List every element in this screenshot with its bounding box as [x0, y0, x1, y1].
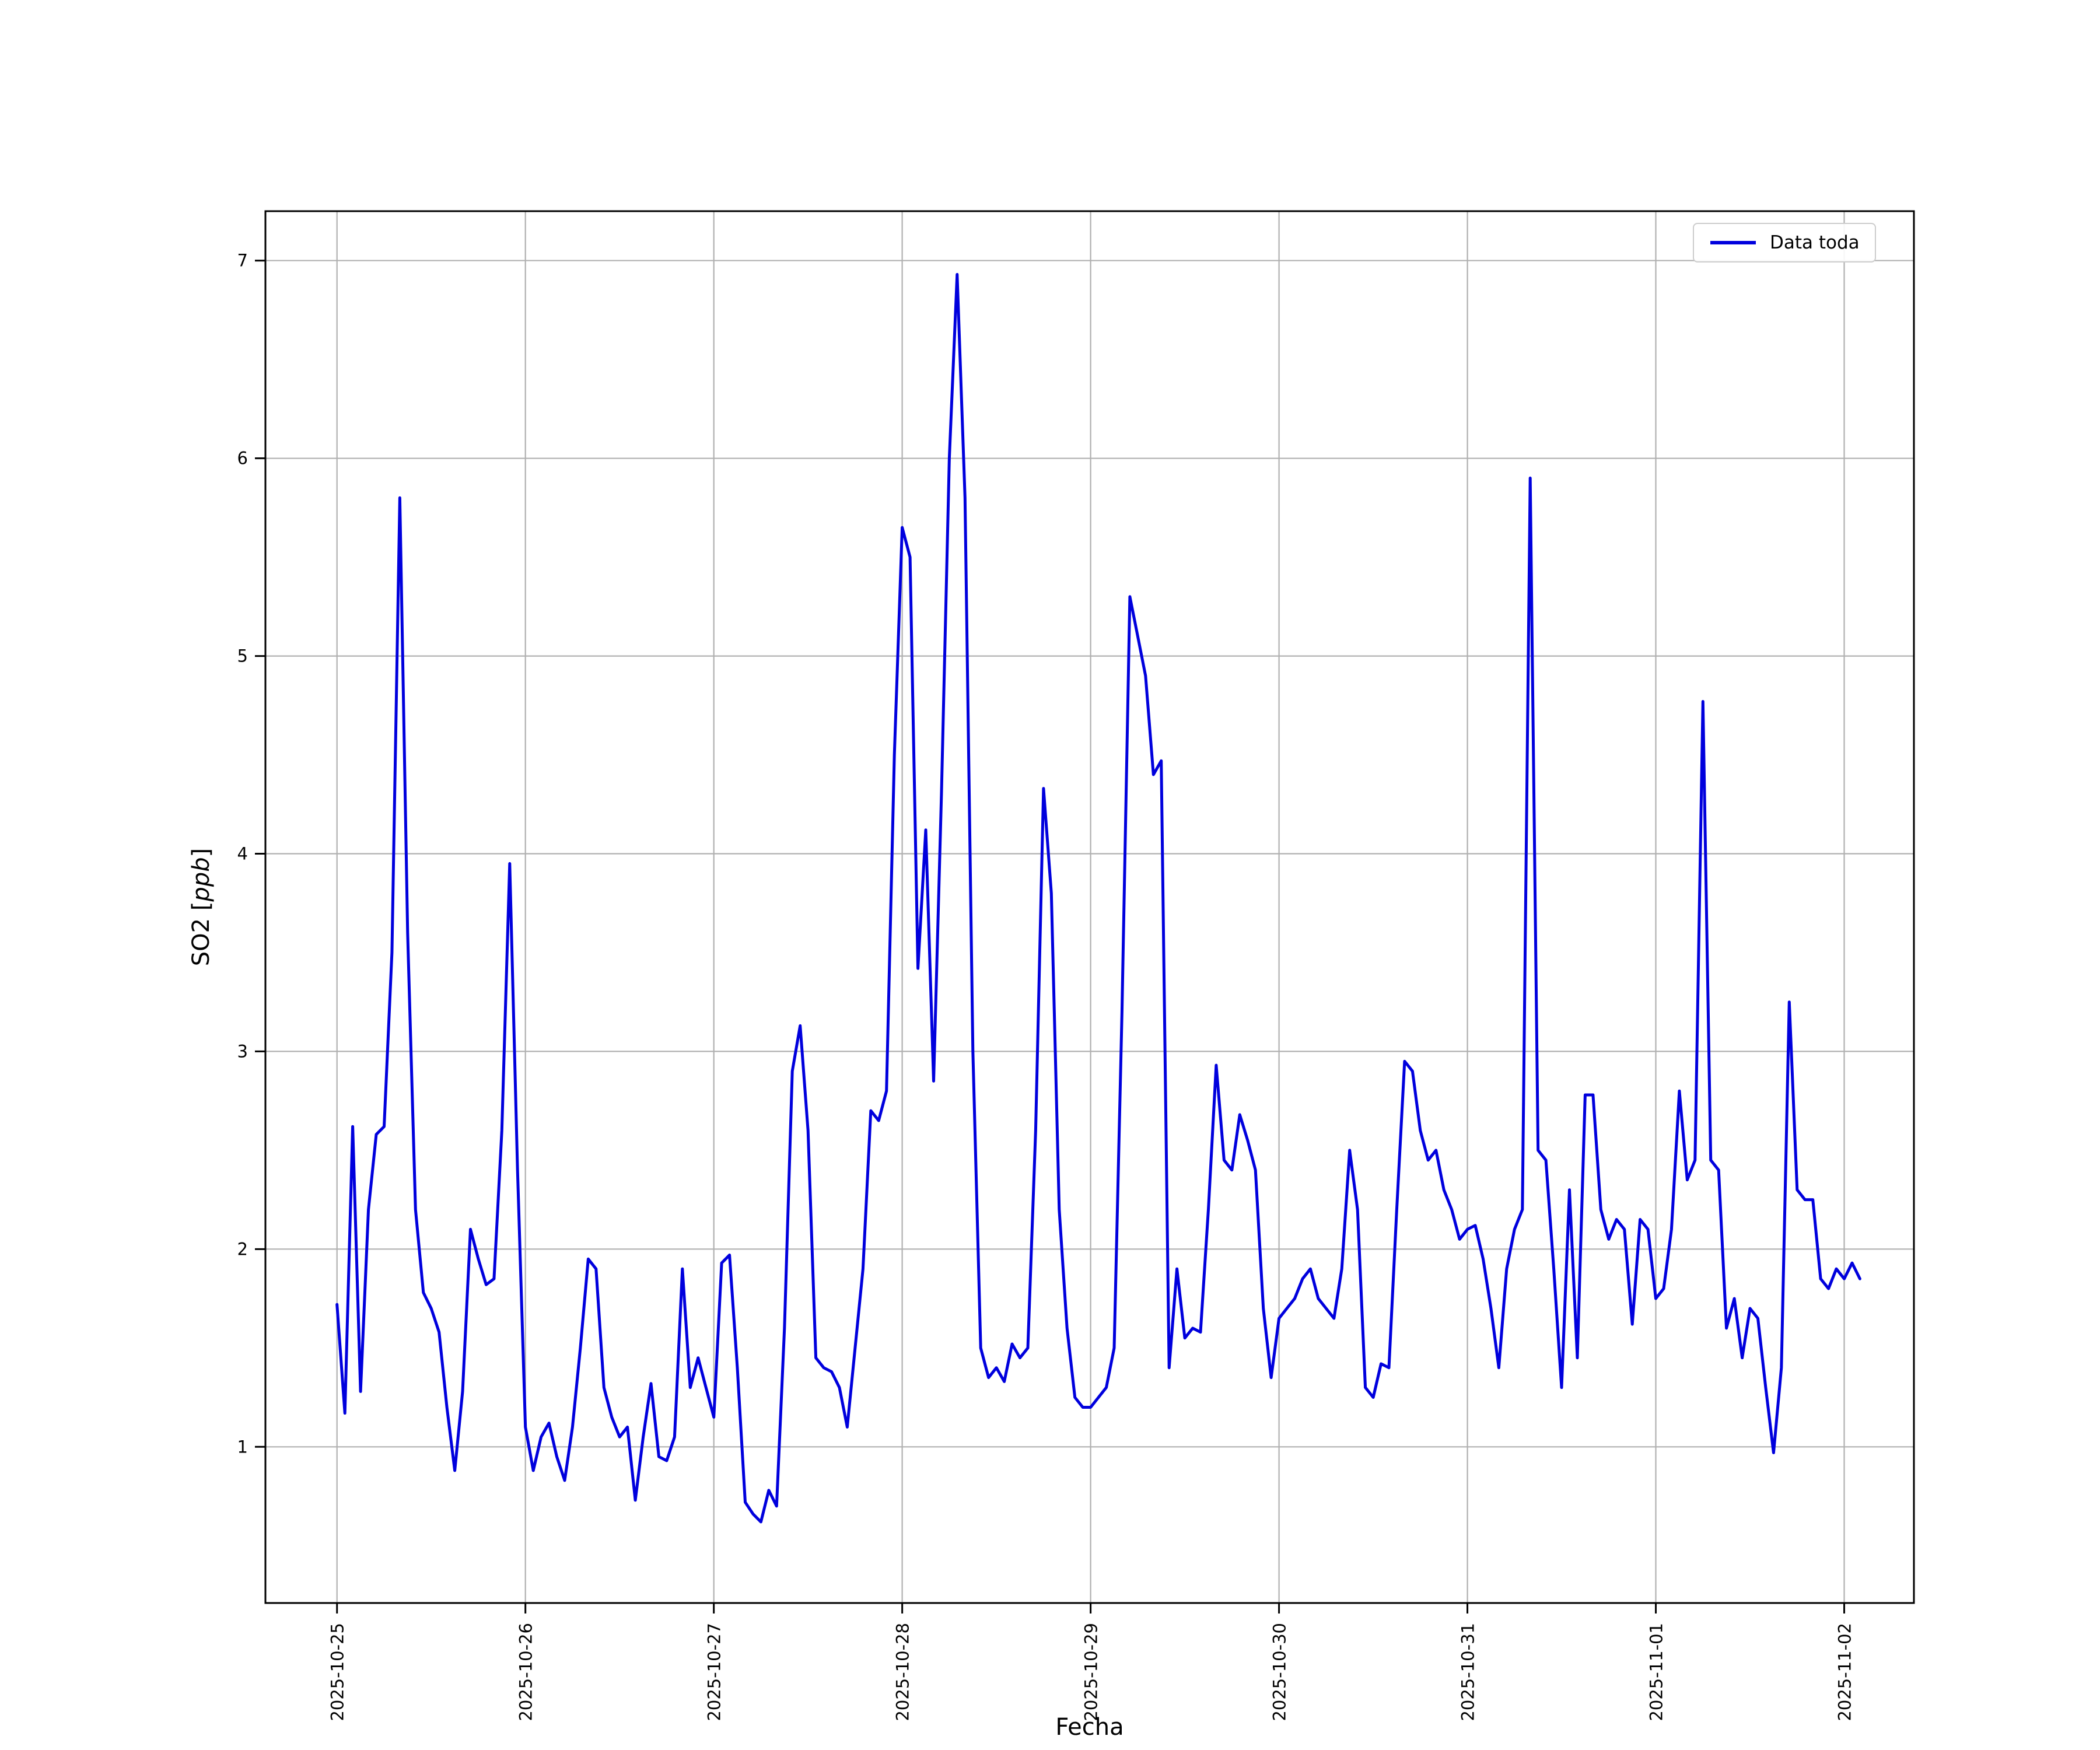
y-axis-label: SO2 [ppb]: [188, 848, 215, 966]
x-tick-label: 2025-10-28: [893, 1623, 913, 1721]
data-line: [335, 273, 1861, 1524]
legend-label: Data toda: [1770, 232, 1860, 253]
x-tick-label: 2025-10-30: [1270, 1623, 1290, 1721]
y-tick-label: 6: [237, 449, 248, 468]
y-tick-label: 5: [237, 646, 248, 666]
axes-frame: [264, 210, 1915, 1604]
y-axis: 1 2 3 4 5 6 7: [237, 251, 265, 1457]
x-tick-label: 2025-10-29: [1082, 1623, 1101, 1721]
grid: [265, 211, 1914, 1603]
x-tick-label: 2025-10-26: [516, 1623, 536, 1721]
y-tick-label: 2: [237, 1239, 248, 1259]
y-tick-label: 7: [237, 251, 248, 271]
x-tick-label: 2025-10-31: [1458, 1623, 1478, 1721]
x-tick-label: 2025-11-02: [1835, 1623, 1855, 1721]
x-tick-label: 2025-10-25: [328, 1623, 348, 1721]
legend-line-swatch: [1710, 241, 1756, 244]
x-axis: 2025-10-25 2025-10-26 2025-10-27 2025-10-28…: [328, 1603, 1855, 1721]
x-axis-label: Fecha: [1055, 1714, 1124, 1741]
legend: Data toda: [1693, 223, 1876, 262]
y-tick-label: 1: [237, 1437, 248, 1457]
y-tick-label: 4: [237, 844, 248, 864]
y-axis-label-unit: ppb: [188, 857, 215, 902]
y-axis-label-suffix: ]: [188, 848, 215, 858]
y-tick-label: 3: [237, 1041, 248, 1061]
x-tick-label: 2025-10-27: [705, 1623, 724, 1721]
x-tick-label: 2025-11-01: [1647, 1623, 1667, 1721]
y-axis-label-prefix: SO2 [: [188, 901, 215, 967]
